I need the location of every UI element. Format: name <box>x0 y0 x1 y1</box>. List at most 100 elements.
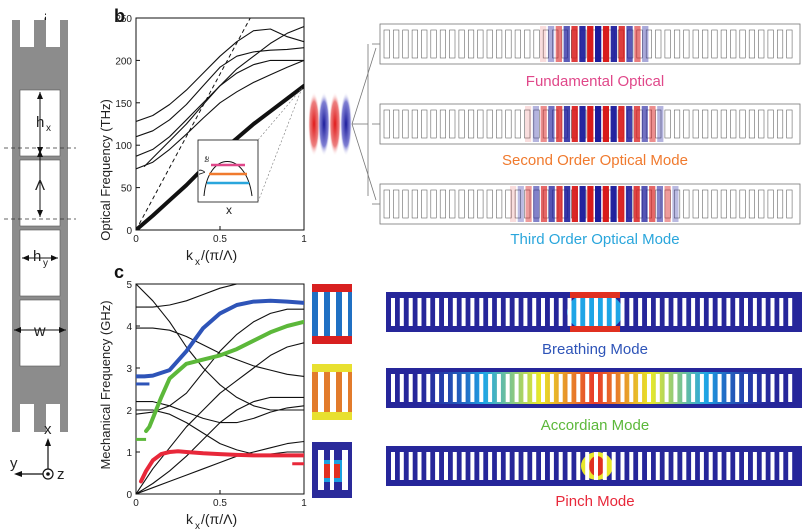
field-stripe <box>563 26 570 62</box>
mech-beam-hole <box>426 374 431 402</box>
mech-beam-hole <box>673 298 678 326</box>
field-stripe <box>555 26 562 62</box>
beam-hole <box>524 189 531 219</box>
field-stripe <box>579 26 586 62</box>
mech-beam-hole <box>647 452 651 480</box>
beam-hole <box>664 29 671 59</box>
panel-a: a h x Λ <box>4 6 76 483</box>
beam-hole <box>720 189 727 219</box>
beam-hole <box>411 29 418 59</box>
mech-beam-hole <box>744 298 748 326</box>
mech-beam-hole <box>549 452 554 480</box>
beam-hole <box>421 189 428 219</box>
mech-beam-hole <box>699 452 704 480</box>
mech-beam-hole <box>532 452 537 480</box>
field-stripe <box>610 106 617 142</box>
beam-hole <box>786 29 793 59</box>
beam-hole <box>711 189 718 219</box>
w-dimension: w <box>14 323 66 340</box>
beam-hole <box>477 109 484 139</box>
mech-beam-hole <box>638 452 643 480</box>
beam-hole <box>514 109 521 139</box>
mech-beam-hole <box>691 374 696 402</box>
mech-beam-hole <box>532 374 537 402</box>
mech-beam-hole <box>452 298 457 326</box>
mech-beam-hole <box>470 452 475 480</box>
beam-hole <box>439 189 447 219</box>
mech-beam-hole <box>408 374 413 402</box>
beam-hole <box>758 109 765 139</box>
field-stripe <box>548 106 555 142</box>
field-stripe <box>548 186 555 222</box>
beam-hole <box>458 29 465 59</box>
optical-mode-label-third: Third Order Optical Mode <box>510 231 679 248</box>
chart-c-ytick-label: 1 <box>126 448 132 459</box>
chart-b-xtick-label: 0.5 <box>213 234 227 245</box>
mech-beam-hole <box>585 374 590 402</box>
mech-beam-hole <box>576 298 581 326</box>
beam-hole <box>673 189 681 219</box>
field-stripe <box>510 186 517 222</box>
mech-beam-hole <box>744 374 748 402</box>
beam-hole <box>486 189 493 219</box>
field-stripe <box>618 26 625 62</box>
chart-b-xlabel-rest: /(π/Λ) <box>201 247 237 263</box>
mech-beam-hole <box>514 452 519 480</box>
field-stripe <box>656 186 663 222</box>
beam-hole <box>673 29 681 59</box>
field-stripe <box>602 106 609 142</box>
mech-beam-hole <box>770 452 775 480</box>
panel-c: c 0 1 2 3 4 5 0 0.5 1 Mechanical Frequency (GHz)… <box>98 262 802 531</box>
beam-hole <box>393 109 400 139</box>
field-stripe <box>533 186 540 222</box>
beam-hole <box>655 29 662 59</box>
mech-beam-hole <box>647 298 651 326</box>
mech-beam-hole <box>788 452 793 480</box>
chart-b-ytick-label: 250 <box>115 14 132 25</box>
mech-beam-hole <box>602 374 607 402</box>
optical-beam-2 <box>379 103 801 145</box>
beam-hole <box>533 29 540 59</box>
mech-beam-hole <box>567 298 572 326</box>
field-stripe <box>540 26 547 62</box>
mech-beam-hole <box>761 298 766 326</box>
beam-hole-3 <box>19 229 61 297</box>
field-stripe <box>579 106 586 142</box>
beam-hole <box>730 29 737 59</box>
beam-hole <box>776 29 784 59</box>
mech-beam-hole <box>682 298 687 326</box>
beam-hole <box>702 109 709 139</box>
beam-hole <box>739 29 746 59</box>
mech-beam-hole <box>417 298 422 326</box>
chart-b-ytick-label: 100 <box>115 141 132 152</box>
mech-beam-hole <box>496 298 501 326</box>
mech-beam-hole <box>541 374 545 402</box>
mech-beam-hole <box>470 374 475 402</box>
chart-b-ytick-label: 0 <box>126 226 132 237</box>
mech-beam-hole <box>585 452 590 480</box>
mech-beam-hole <box>752 298 757 326</box>
beam-hole <box>430 29 437 59</box>
chart-c-xtick-label: 0.5 <box>213 498 227 509</box>
mech-beam-hole <box>417 452 422 480</box>
mech-beam-hole <box>629 374 634 402</box>
mech-beam-hole <box>629 452 634 480</box>
optical-mode-beams <box>372 23 801 225</box>
mech-beam-hole <box>620 452 625 480</box>
hx-label: h <box>36 114 44 131</box>
mech-beam-hole <box>391 452 395 480</box>
mech-beam-hole <box>744 452 748 480</box>
beam-hole <box>776 189 784 219</box>
optical-mode-label-second: Second Order Optical Mode <box>502 152 688 169</box>
beam-hole <box>505 189 512 219</box>
mech-beam-hole <box>788 298 793 326</box>
mech-beam-hole <box>664 374 669 402</box>
beam-hole <box>533 109 540 139</box>
optical-band-chart: 0 50 100 150 200 250 0 0.5 1 <box>115 14 307 245</box>
beam-hole <box>467 189 475 219</box>
field-stripe <box>525 186 532 222</box>
mech-beam-hole <box>417 374 422 402</box>
chart-b-xtick-label: 0 <box>133 234 139 245</box>
mech-beam-hole <box>435 452 440 480</box>
chart-b-series-line <box>136 47 304 138</box>
